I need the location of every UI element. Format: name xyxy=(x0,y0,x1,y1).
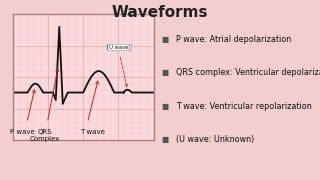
Text: T wave: Ventricular repolarization: T wave: Ventricular repolarization xyxy=(176,102,312,111)
Text: ■: ■ xyxy=(162,68,169,77)
Text: P wave: Atrial depolarization: P wave: Atrial depolarization xyxy=(176,35,291,44)
Text: QRS complex: Ventricular depolarization: QRS complex: Ventricular depolarization xyxy=(176,68,320,77)
Text: Waveforms: Waveforms xyxy=(112,5,208,20)
Text: P wave: P wave xyxy=(10,129,35,135)
Text: QRS
Complex: QRS Complex xyxy=(29,129,60,142)
Text: ■: ■ xyxy=(162,35,169,44)
Text: T wave: T wave xyxy=(80,129,105,135)
Text: [U wave]: [U wave] xyxy=(107,45,131,50)
Text: ■: ■ xyxy=(162,135,169,144)
Text: (U wave: Unknown): (U wave: Unknown) xyxy=(176,135,254,144)
Text: ■: ■ xyxy=(162,102,169,111)
